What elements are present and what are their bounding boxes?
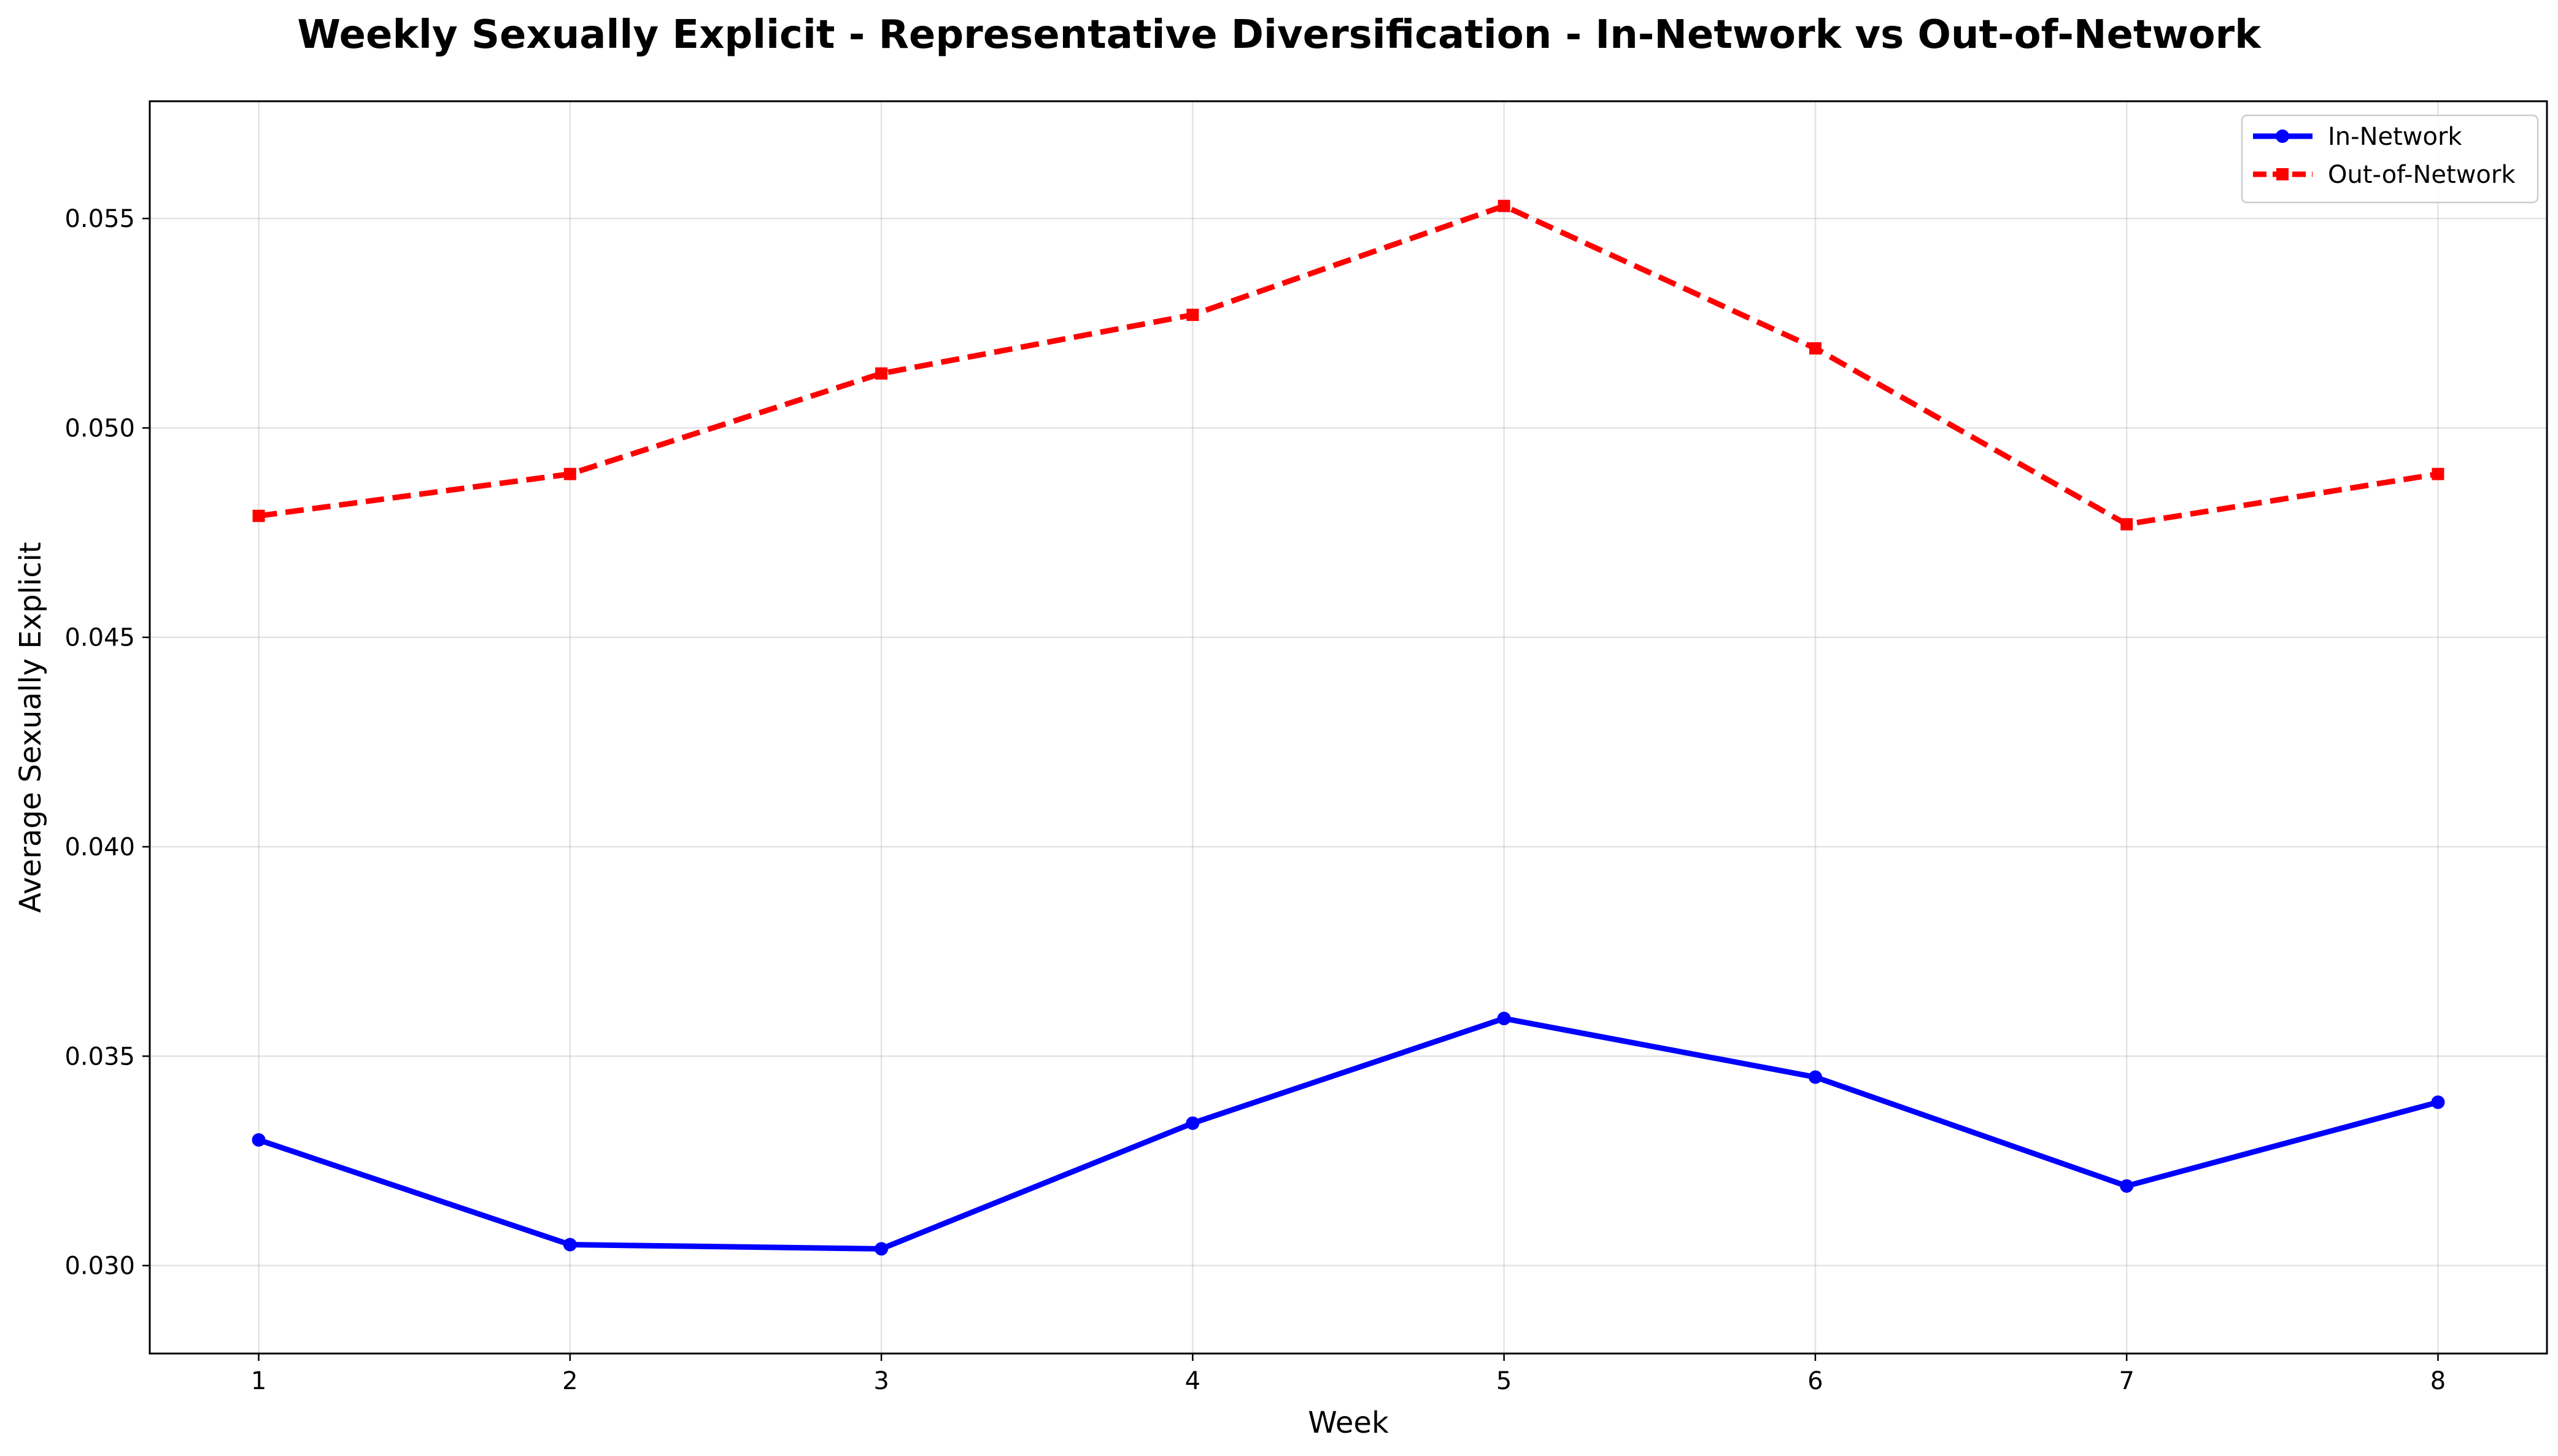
y-tick-label: 0.055 <box>64 205 135 233</box>
y-tick-label: 0.050 <box>64 414 135 442</box>
data-point-circle <box>875 1242 889 1256</box>
series-line <box>258 203 2439 527</box>
data-point-square <box>2120 518 2133 531</box>
legend-entry: Out-of-Network <box>2253 161 2516 189</box>
x-tick-label: 7 <box>2119 1367 2134 1395</box>
series-in-network <box>252 1011 2445 1256</box>
data-point-square <box>252 509 265 522</box>
x-tick-label: 4 <box>1185 1367 1200 1395</box>
y-tick-label: 0.035 <box>64 1042 135 1071</box>
legend-label: Out-of-Network <box>2328 161 2516 189</box>
legend-entries: In-Network Out-of-Network <box>2253 123 2516 189</box>
series-line <box>258 1015 2439 1252</box>
data-point-square <box>2432 468 2444 480</box>
data-point-circle <box>252 1133 266 1147</box>
y-axis-label: Average Sexually Explicit <box>14 542 48 913</box>
data-point-square <box>1809 342 1822 355</box>
data-point-circle <box>1497 1011 1511 1025</box>
x-tick-label: 1 <box>251 1367 266 1395</box>
data-point-circle <box>563 1238 577 1252</box>
data-point-square <box>1186 309 1199 322</box>
y-tick-label: 0.030 <box>64 1252 135 1281</box>
legend-swatch-marker <box>2276 129 2289 143</box>
legend-swatch-marker <box>2276 168 2289 180</box>
grid-lines <box>150 101 2547 1354</box>
x-tick-label: 3 <box>873 1367 889 1395</box>
data-point-circle <box>2431 1095 2445 1109</box>
plot-area-frame <box>149 100 2548 1355</box>
x-tick-label: 6 <box>1807 1367 1823 1395</box>
y-tick-label: 0.045 <box>64 624 135 652</box>
legend-entry: In-Network <box>2253 123 2462 151</box>
chart-legend: In-Network Out-of-Network <box>2241 114 2539 204</box>
series-out-of-network <box>252 199 2444 531</box>
x-tick-label: 8 <box>2430 1367 2446 1395</box>
data-point-circle <box>1186 1116 1200 1130</box>
data-point-square <box>875 367 888 380</box>
data-point-circle <box>1808 1070 1822 1084</box>
series-layer <box>252 199 2445 1256</box>
x-axis-label: Week <box>1308 1406 1389 1440</box>
x-tick-label: 5 <box>1496 1367 1512 1395</box>
data-point-square <box>1497 199 1510 212</box>
legend-box <box>2241 114 2539 204</box>
legend-label: In-Network <box>2328 123 2462 151</box>
axis-ticks: 1 2 3 4 5 6 7 8 0.030 0.035 0.040 0.045 0.050 0.055 <box>64 205 2446 1395</box>
chart-title: Weekly Sexually Explicit - Representativ… <box>297 12 2262 58</box>
data-point-square <box>563 468 576 480</box>
y-tick-label: 0.040 <box>64 833 135 861</box>
data-point-circle <box>2120 1179 2134 1193</box>
x-tick-label: 2 <box>562 1367 578 1395</box>
